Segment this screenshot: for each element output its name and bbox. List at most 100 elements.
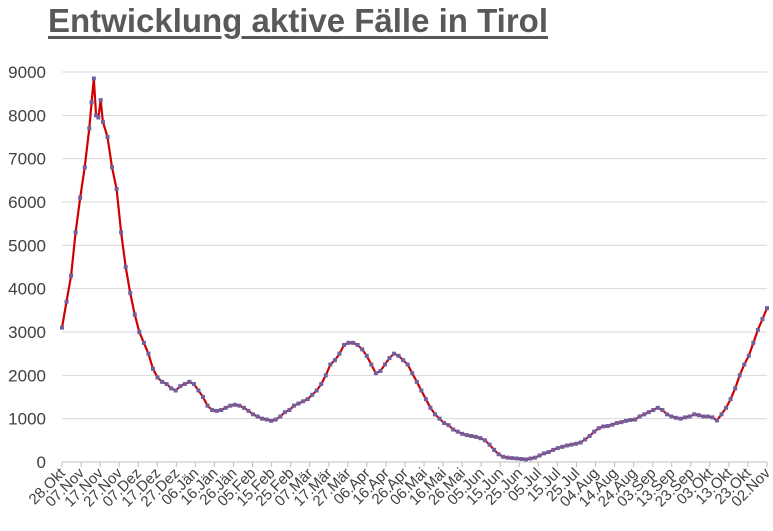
data-point xyxy=(98,98,103,103)
data-point xyxy=(560,444,565,449)
data-point xyxy=(387,356,392,360)
data-point xyxy=(264,417,269,422)
data-point xyxy=(87,126,92,131)
data-point xyxy=(555,446,560,451)
data-point xyxy=(423,397,428,402)
data-point xyxy=(455,429,460,434)
data-point xyxy=(287,408,292,412)
data-point xyxy=(123,265,128,269)
data-point xyxy=(401,358,406,363)
data-point xyxy=(678,416,683,421)
data-point xyxy=(705,414,710,419)
data-point xyxy=(460,431,465,436)
data-point xyxy=(214,408,219,413)
data-point xyxy=(373,371,378,376)
data-point xyxy=(451,427,456,432)
data-point xyxy=(742,362,747,367)
y-tick-label: 0 xyxy=(37,453,46,472)
data-point xyxy=(291,403,296,408)
data-point xyxy=(342,343,346,347)
data-point xyxy=(396,353,401,358)
data-point xyxy=(432,412,437,417)
data-point xyxy=(596,426,601,431)
data-point xyxy=(483,438,487,443)
data-point xyxy=(755,327,760,332)
data-point xyxy=(232,402,237,407)
data-point xyxy=(255,414,260,419)
data-point xyxy=(760,317,765,321)
data-point xyxy=(492,447,497,452)
data-point xyxy=(428,405,433,410)
data-point xyxy=(191,382,196,386)
x-axis-ticks: 28.Okt07.Nov17.Nov27.Nov07.Dez17.Dez27.D… xyxy=(26,464,773,510)
gridlines xyxy=(62,71,767,420)
data-point xyxy=(305,397,310,402)
data-point xyxy=(210,408,215,412)
data-point xyxy=(446,423,451,428)
y-tick-label: 6000 xyxy=(8,193,46,212)
data-point xyxy=(692,412,697,417)
data-point xyxy=(414,379,419,384)
x-axis xyxy=(61,461,768,467)
data-point xyxy=(605,424,610,429)
data-point xyxy=(73,230,78,235)
data-point xyxy=(473,434,478,439)
data-point xyxy=(573,441,578,446)
data-point xyxy=(592,429,597,434)
data-point xyxy=(146,351,151,356)
data-point xyxy=(228,403,233,408)
data-point xyxy=(219,408,224,412)
data-point xyxy=(282,410,287,415)
data-point xyxy=(132,312,137,317)
data-point xyxy=(319,382,324,386)
data-point xyxy=(633,417,638,422)
data-point xyxy=(669,414,674,419)
data-point xyxy=(724,405,729,410)
series-markers xyxy=(60,76,769,462)
y-axis-ticks: 0 1000 2000 3000 4000 5000 6000 7000 8000 9000 xyxy=(8,63,46,472)
data-point xyxy=(96,115,101,120)
data-point xyxy=(469,434,474,438)
data-point xyxy=(246,408,251,413)
data-point xyxy=(89,100,94,105)
data-point xyxy=(91,76,96,81)
data-point xyxy=(355,343,360,347)
data-point xyxy=(655,405,660,410)
data-point xyxy=(646,410,651,415)
data-point xyxy=(260,416,265,421)
y-tick-label: 1000 xyxy=(8,410,46,429)
data-point xyxy=(660,408,665,412)
data-point xyxy=(82,165,87,170)
data-point xyxy=(514,456,519,461)
data-point xyxy=(714,418,719,423)
data-point xyxy=(237,403,242,408)
data-point xyxy=(505,455,510,460)
data-point xyxy=(155,375,160,380)
data-point xyxy=(337,351,342,356)
data-point xyxy=(64,299,69,304)
data-point xyxy=(687,414,692,419)
data-point xyxy=(746,353,751,358)
data-point xyxy=(683,415,688,420)
data-point xyxy=(405,362,410,367)
data-point xyxy=(392,351,397,356)
data-point xyxy=(751,340,756,345)
data-point xyxy=(119,230,124,235)
data-point xyxy=(160,379,165,384)
data-point xyxy=(464,433,469,438)
data-point xyxy=(437,416,442,421)
y-tick-label: 9000 xyxy=(8,63,46,82)
data-point xyxy=(510,456,515,461)
data-point xyxy=(301,399,306,404)
data-point xyxy=(537,453,542,458)
data-point xyxy=(719,412,724,417)
data-point xyxy=(651,408,656,412)
data-point xyxy=(187,379,192,384)
data-point xyxy=(251,412,256,417)
data-point xyxy=(442,421,447,425)
data-point xyxy=(178,384,183,389)
data-point xyxy=(765,306,769,311)
data-point xyxy=(601,424,606,429)
series-line xyxy=(60,77,769,461)
